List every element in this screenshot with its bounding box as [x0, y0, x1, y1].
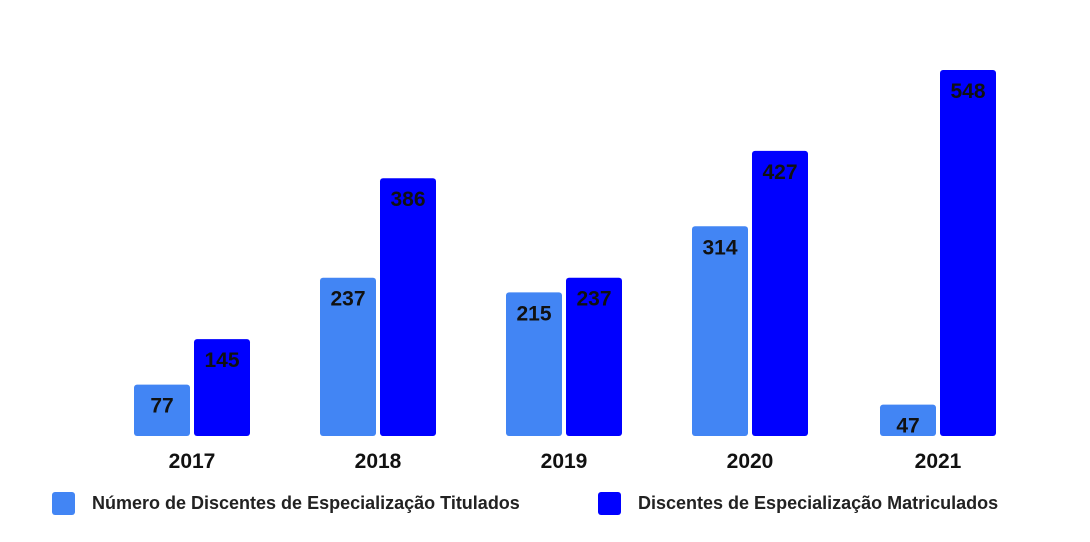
x-tick-label-2020: 2020: [727, 450, 774, 473]
data-label-titulados-2021: 47: [896, 415, 919, 438]
data-label-matriculados-2021: 548: [950, 80, 985, 103]
data-label-titulados-2019: 215: [516, 302, 551, 325]
legend-item-matriculados[interactable]: Discentes de Especialização Matriculados: [598, 486, 998, 520]
x-tick-label-2021: 2021: [915, 450, 962, 473]
legend-label-matriculados: Discentes de Especialização Matriculados: [638, 492, 999, 513]
data-label-titulados-2018: 237: [330, 288, 365, 311]
bar-matriculados-2021[interactable]: [940, 70, 996, 436]
bar-chart: 77 145 2017 237 386 2018 215 237 2019 314 427 2020 4…: [134, 70, 996, 473]
data-label-matriculados-2020: 427: [762, 161, 797, 184]
legend-swatch-titulados: [52, 491, 75, 515]
bar-titulados-2020[interactable]: [692, 226, 748, 436]
data-label-matriculados-2018: 386: [390, 188, 425, 211]
x-tick-label-2019: 2019: [541, 450, 588, 473]
bar-matriculados-2019[interactable]: [566, 277, 622, 436]
legend-item-titulados[interactable]: Número de Discentes de Especialização Ti…: [52, 486, 520, 520]
bar-matriculados-2018[interactable]: [380, 178, 436, 436]
data-label-matriculados-2017: 145: [204, 349, 239, 372]
legend: Número de Discentes de Especialização Ti…: [0, 486, 1090, 520]
bar-matriculados-2017[interactable]: [194, 339, 250, 436]
bar-titulados-2017[interactable]: [134, 384, 190, 436]
bar-titulados-2021[interactable]: [880, 404, 936, 436]
data-label-titulados-2020: 314: [702, 236, 737, 259]
data-label-titulados-2017: 77: [150, 395, 173, 418]
data-label-matriculados-2019: 237: [576, 288, 611, 311]
bar-titulados-2019[interactable]: [506, 292, 562, 436]
legend-label-titulados: Número de Discentes de Especialização Ti…: [92, 492, 520, 513]
bar-matriculados-2020[interactable]: [752, 150, 808, 436]
x-tick-label-2018: 2018: [355, 450, 402, 473]
x-tick-label-2017: 2017: [169, 450, 216, 473]
legend-swatch-matriculados: [598, 491, 621, 515]
bar-titulados-2018[interactable]: [320, 277, 376, 436]
